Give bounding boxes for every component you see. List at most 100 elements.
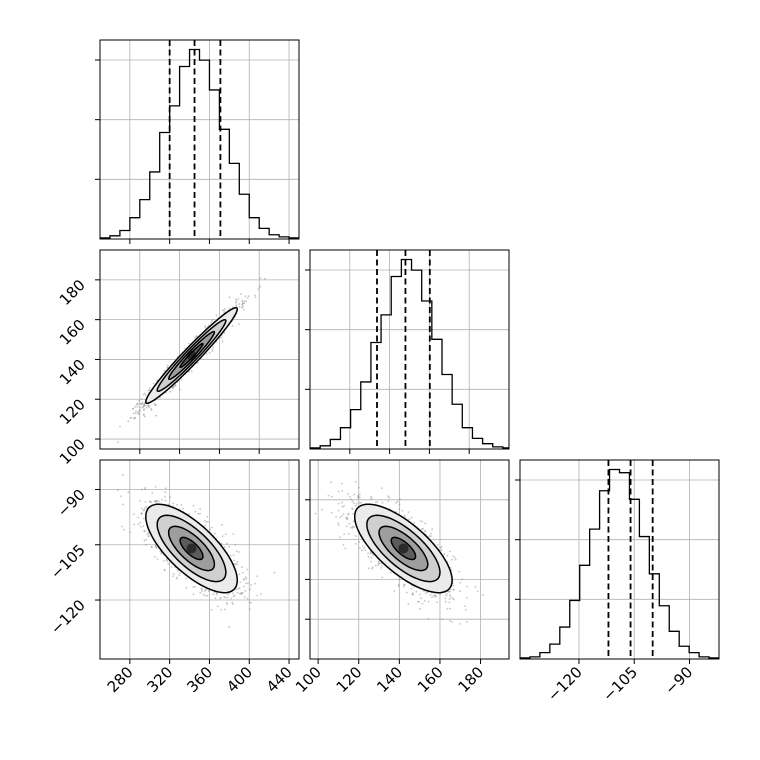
sample-point bbox=[166, 364, 169, 367]
sample-point bbox=[129, 531, 132, 534]
sample-point bbox=[449, 594, 451, 597]
sample-point bbox=[363, 546, 366, 549]
contour-line bbox=[378, 525, 429, 572]
sample-point bbox=[143, 509, 146, 512]
sample-point bbox=[344, 516, 347, 519]
sample-point bbox=[242, 585, 245, 588]
sample-point bbox=[448, 598, 451, 600]
sample-point bbox=[190, 370, 193, 373]
x-tick-label: 400 bbox=[223, 663, 256, 696]
sample-point bbox=[344, 547, 347, 550]
sample-point bbox=[134, 405, 137, 408]
sample-point bbox=[235, 301, 237, 304]
sample-point bbox=[135, 410, 138, 412]
sample-point bbox=[345, 518, 348, 520]
sample-point bbox=[451, 558, 454, 561]
sample-point bbox=[396, 500, 399, 503]
sample-point bbox=[432, 594, 435, 596]
sample-point bbox=[364, 549, 367, 551]
sample-point bbox=[194, 585, 196, 588]
sample-point bbox=[346, 525, 348, 528]
sample-point bbox=[352, 520, 355, 523]
sample-point bbox=[387, 500, 390, 503]
sample-point bbox=[418, 600, 420, 603]
sample-point bbox=[244, 295, 247, 298]
sample-point bbox=[177, 570, 180, 572]
sample-point bbox=[221, 535, 224, 538]
sample-point bbox=[172, 386, 174, 389]
sample-point bbox=[207, 324, 210, 327]
sample-point bbox=[327, 494, 330, 497]
sample-point bbox=[358, 541, 361, 543]
sample-point bbox=[337, 522, 339, 524]
x-tick-label: 100 bbox=[292, 663, 325, 696]
sample-point bbox=[421, 520, 424, 523]
sample-point bbox=[367, 555, 370, 558]
sample-point bbox=[273, 571, 276, 574]
sample-point bbox=[148, 406, 151, 409]
sample-point bbox=[149, 500, 151, 503]
sample-point bbox=[142, 393, 145, 396]
sample-point bbox=[147, 389, 150, 392]
sample-point bbox=[454, 556, 456, 559]
sample-point bbox=[410, 516, 413, 519]
sample-point bbox=[351, 525, 354, 528]
sample-point bbox=[433, 596, 436, 598]
sample-point bbox=[239, 592, 242, 595]
sample-point bbox=[162, 560, 165, 562]
sample-point bbox=[117, 441, 119, 444]
sample-point bbox=[415, 590, 418, 593]
sample-point bbox=[140, 512, 143, 515]
sample-point bbox=[388, 496, 391, 499]
sample-point bbox=[132, 407, 135, 410]
sample-point bbox=[219, 597, 222, 600]
sample-point bbox=[147, 535, 150, 538]
sample-point bbox=[138, 406, 141, 409]
sample-point bbox=[349, 498, 352, 500]
sample-point bbox=[129, 417, 132, 419]
sample-point bbox=[238, 323, 240, 325]
sample-point bbox=[234, 298, 237, 301]
sample-point bbox=[199, 507, 202, 510]
sample-point bbox=[243, 300, 246, 302]
sample-point bbox=[164, 495, 166, 498]
sample-point bbox=[235, 304, 238, 306]
sample-point bbox=[215, 592, 218, 594]
sample-point bbox=[161, 498, 163, 501]
p1-vs-p3-panel: 280 320 360 400 440 −90 −105 −120 bbox=[47, 459, 300, 696]
sample-point bbox=[141, 406, 144, 409]
sample-point bbox=[241, 303, 244, 306]
sample-point bbox=[454, 558, 457, 561]
sample-point bbox=[403, 585, 405, 588]
sample-point bbox=[146, 404, 148, 407]
sample-point bbox=[452, 584, 455, 587]
sample-point bbox=[343, 505, 345, 507]
sample-point bbox=[250, 584, 253, 586]
sample-point bbox=[448, 607, 451, 610]
x-tick-label: −120 bbox=[544, 663, 586, 705]
sample-point bbox=[476, 590, 479, 593]
sample-point bbox=[232, 592, 234, 595]
sample-point bbox=[154, 486, 157, 488]
sample-point bbox=[136, 405, 139, 408]
sample-point bbox=[148, 389, 151, 392]
sample-point bbox=[259, 285, 262, 288]
sample-point bbox=[458, 570, 461, 573]
y-tick-label: 160 bbox=[56, 316, 89, 349]
sample-point bbox=[154, 500, 157, 502]
sample-point bbox=[141, 488, 143, 491]
sample-point bbox=[210, 609, 213, 611]
sample-point bbox=[142, 405, 145, 408]
sample-point bbox=[351, 500, 354, 503]
axes-frame bbox=[309, 249, 510, 450]
sample-point bbox=[172, 573, 175, 575]
sample-point bbox=[349, 495, 351, 498]
sample-point bbox=[243, 578, 246, 581]
sample-point bbox=[223, 596, 226, 598]
sample-point bbox=[351, 508, 354, 510]
sample-point bbox=[358, 493, 361, 496]
sample-point bbox=[143, 539, 146, 542]
sample-point bbox=[254, 582, 256, 585]
sample-point bbox=[341, 501, 343, 504]
sample-point bbox=[145, 406, 148, 409]
